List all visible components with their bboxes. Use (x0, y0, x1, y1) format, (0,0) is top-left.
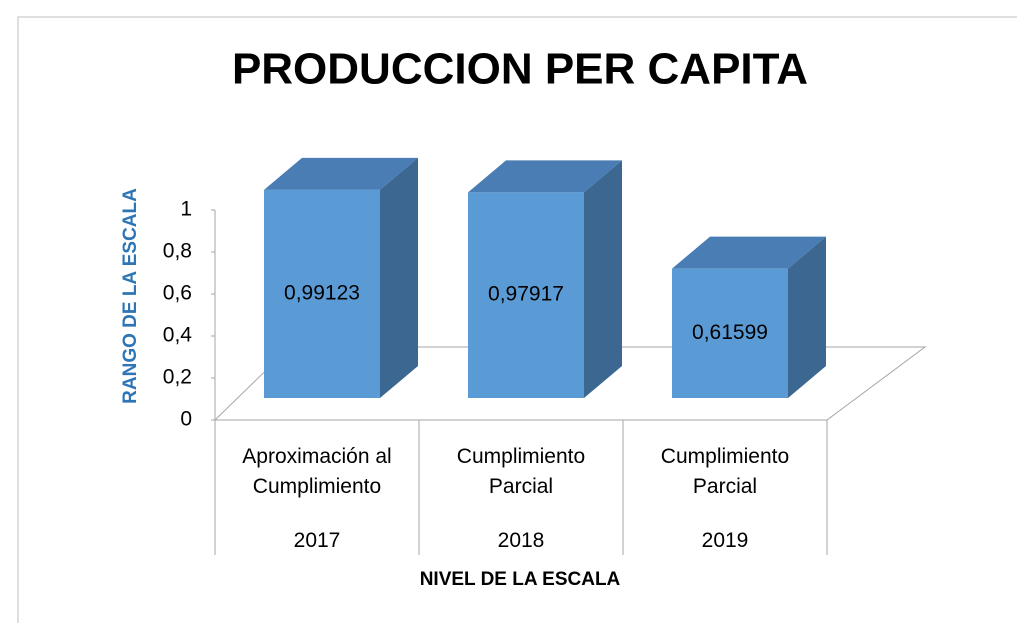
category-label: Cumplimiento Parcial (660, 445, 790, 498)
chart-title: PRODUCCION PER CAPITA (232, 45, 808, 94)
category-year: 2017 (293, 529, 341, 552)
data-label: 0,61599 (692, 321, 768, 344)
y-axis-title: RANGO DE LA ESCALA (120, 188, 141, 404)
bar (264, 189, 380, 398)
y-tick-label: 0,8 (163, 240, 192, 263)
bar-side (380, 157, 418, 398)
y-tick-label: 0,6 (163, 282, 192, 305)
data-label: 0,97917 (488, 283, 564, 306)
bar-top (264, 157, 418, 190)
bar-side (584, 160, 622, 398)
y-tick-label: 0,2 (163, 366, 192, 389)
bar-side (788, 236, 826, 398)
category-label: Aproximación al Cumplimiento (242, 445, 392, 498)
y-tick-label: 0,4 (163, 324, 193, 347)
bar (672, 268, 788, 398)
bar (468, 192, 584, 398)
category-label: Cumplimiento Parcial (456, 445, 586, 498)
category-year: 2019 (701, 529, 749, 552)
bar-top (468, 160, 622, 193)
data-label: 0,99123 (284, 281, 360, 304)
y-tick-label: 1 (180, 198, 192, 221)
x-axis-title: NIVEL DE LA ESCALA (420, 569, 621, 590)
y-tick-label: 0 (180, 408, 192, 431)
bar-top (672, 236, 826, 269)
category-year: 2018 (497, 529, 545, 552)
chart-border (17, 16, 1017, 623)
